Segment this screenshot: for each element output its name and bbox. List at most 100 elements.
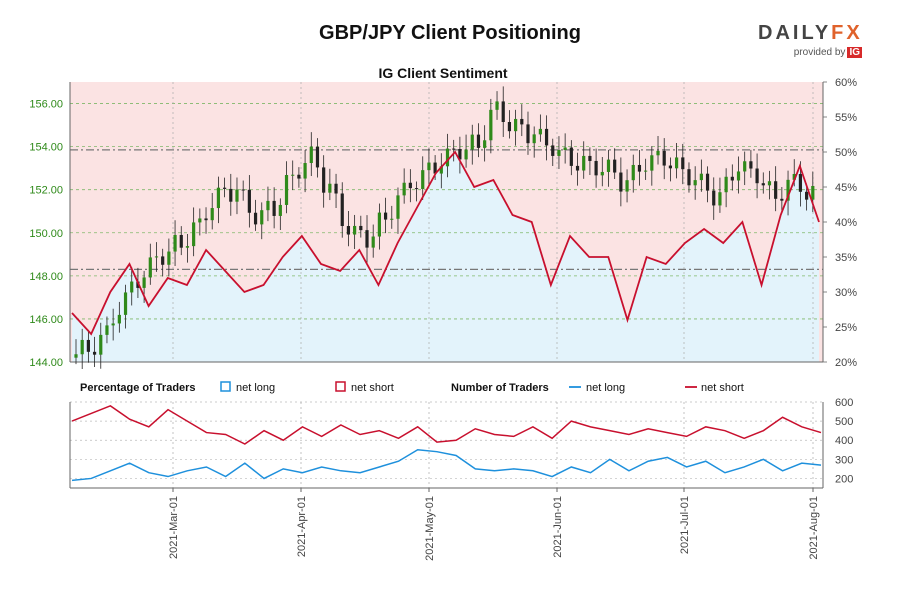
count-net-long-line [71,449,822,482]
candle-body [303,162,307,179]
count-tick-label: 400 [835,435,853,447]
candle-body [563,147,567,150]
candle-body [433,162,437,174]
candle-body [167,251,171,265]
traders-panel: Percentage of Traders net long net short Nu… [69,381,853,561]
candle-body [216,187,221,209]
panel-title: IG Client Sentiment [378,65,507,81]
candle-body [470,134,474,150]
legend-right-title: Number of Traders [451,382,549,394]
candle-body [532,134,536,144]
candle-body [501,101,505,123]
candle-body [718,192,722,206]
count-tick-label: 600 [835,397,853,409]
candle-body [774,181,778,199]
legend-left-title: Percentage of Traders [80,382,196,394]
date-tick-label: 2021-Apr-01 [296,496,308,557]
candle-body [761,183,765,186]
price-tick-label: 154.00 [29,142,63,154]
candle-body [278,204,282,216]
candle-body [111,323,115,326]
candle-body [749,161,753,169]
chart-title: GBP/JPY Client Positioning [319,22,581,44]
candle-body [210,208,214,221]
candle-body [464,149,468,160]
candle-body [315,146,320,168]
candle-body [204,218,208,221]
long-zone-area [72,152,819,362]
candle-body [142,277,146,288]
candle-body [445,148,450,167]
candle-body [260,210,264,225]
candle-body [192,222,196,247]
price-tick-label: 156.00 [29,99,63,111]
legend-net-long-box [220,381,231,392]
logo-brand-a: DAILY [758,22,832,44]
candle-body [755,168,759,184]
candle-body [786,179,790,201]
candle-body [575,165,580,171]
candle-body [557,149,561,156]
candle-body [247,189,251,213]
candle-body [328,183,332,193]
count-tick-label: 200 [835,473,853,485]
candle-body [99,334,103,355]
candle-body [284,174,289,205]
candle-body [544,128,549,146]
candle-body [309,146,313,163]
candle-body [538,128,542,135]
candle-body [402,182,406,196]
candle-body [489,109,493,141]
legend-net-long-label: net long [236,382,275,394]
candle-body [805,191,809,200]
candle-body [668,165,672,169]
candle-body [365,230,369,248]
candle-body [179,234,183,248]
candle-body [606,159,611,172]
candle-body [136,281,140,288]
candle-body [526,124,530,144]
candle-body [650,155,654,171]
candle-body [198,218,202,223]
candle-body [476,134,481,148]
candle-body [712,190,716,206]
candle-body [767,181,772,186]
candle-body [105,325,109,335]
candle-body [322,167,326,193]
legend-count-short-label: net short [701,382,744,394]
candle-body [619,172,623,192]
candle-body [656,150,660,156]
candle-body [613,159,617,173]
logo-provided-by: provided by IG [794,47,862,58]
price-tick-label: 146.00 [29,314,63,326]
pct-tick-label: 60% [835,77,857,89]
candle-body [730,176,734,181]
candle-body [520,118,524,125]
candle-body [625,180,629,192]
candle-body [272,200,276,216]
date-tick-label: 2021-May-01 [424,496,436,561]
candle-body [396,195,400,219]
candle-body [514,118,518,132]
dailyfx-logo: DAILYFX provided by IG [758,22,868,62]
candle-body [594,160,598,176]
legend-net-short-label: net short [351,382,394,394]
candle-body [235,189,239,202]
candle-body [185,246,190,248]
pct-tick-label: 30% [835,287,857,299]
candle-body [80,339,84,355]
candle-body [811,185,815,200]
candle-body [693,180,697,186]
date-tick-label: 2021-Mar-01 [168,496,180,559]
candle-body [551,145,555,156]
candle-body [687,169,691,186]
candle-body [371,236,375,248]
pct-tick-label: 45% [835,182,857,194]
count-tick-label: 300 [835,454,853,466]
price-tick-label: 152.00 [29,185,63,197]
candle-body [699,173,703,181]
candle-body [674,157,679,169]
legend-count-long-label: net long [586,382,625,394]
candle-body [223,187,227,189]
candle-body [74,354,78,358]
